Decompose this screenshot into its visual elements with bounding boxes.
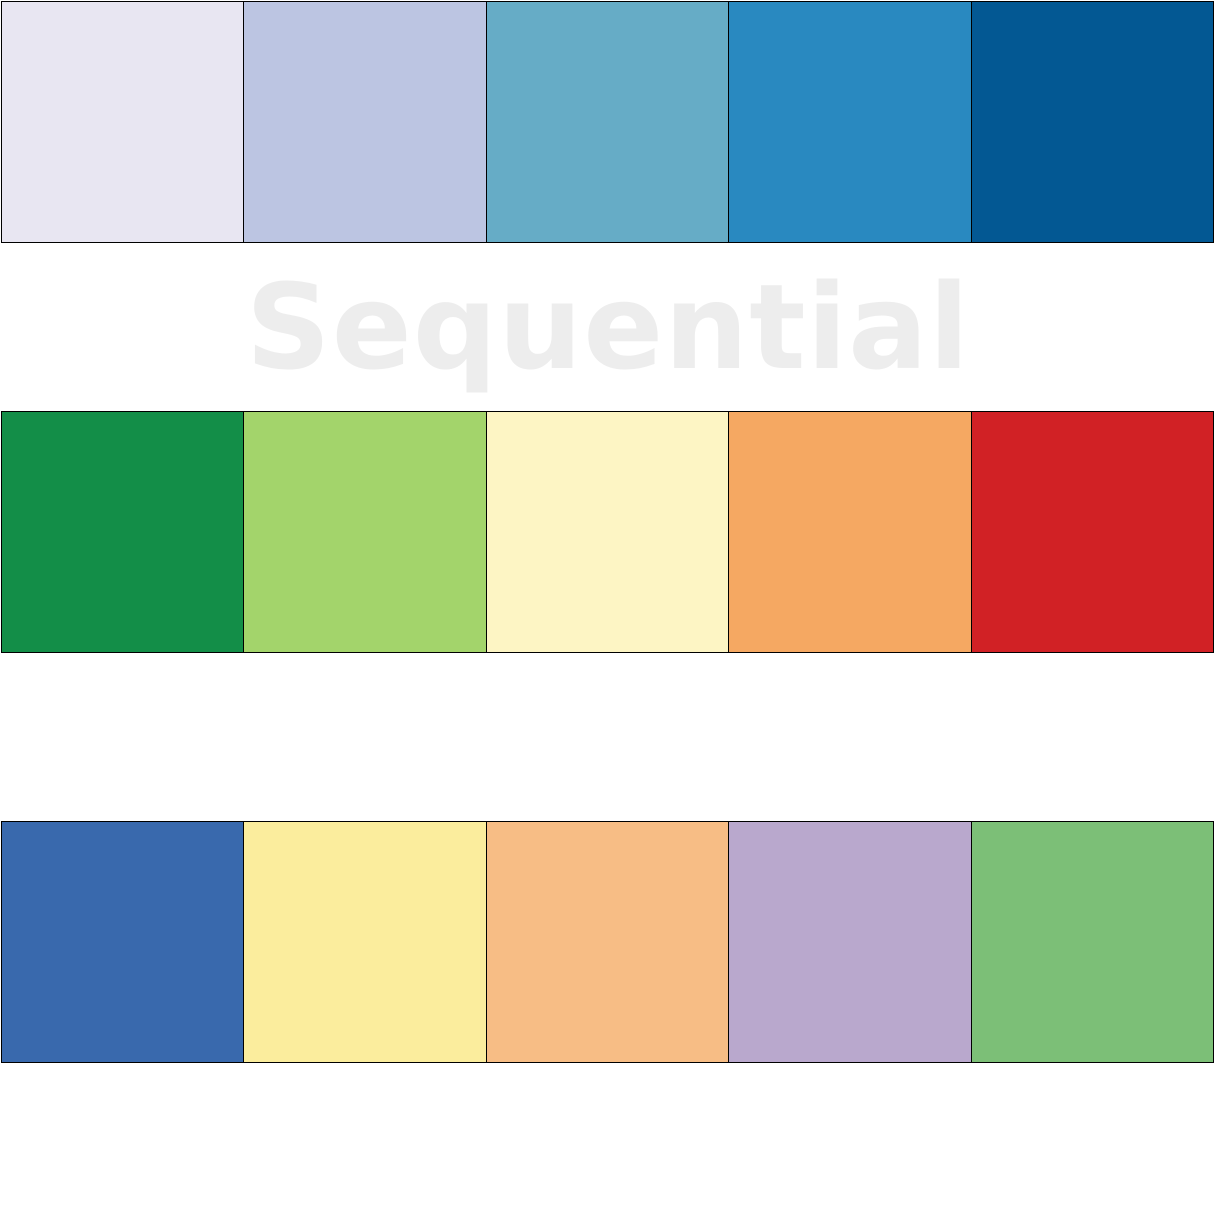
diverging-palette <box>1 411 1215 653</box>
color-swatch <box>244 412 487 652</box>
color-swatch <box>2 822 245 1062</box>
color-swatch <box>971 412 1215 652</box>
sequential-palette <box>1 1 1215 243</box>
color-swatch <box>486 2 730 242</box>
color-swatch <box>486 412 730 652</box>
palette-label-sequential: Sequential <box>245 258 971 396</box>
color-swatch <box>2 2 245 242</box>
color-swatch <box>971 2 1215 242</box>
color-swatch <box>729 412 972 652</box>
color-swatch <box>971 822 1215 1062</box>
color-swatch <box>2 412 245 652</box>
color-swatch <box>486 822 730 1062</box>
qualitative-palette <box>1 821 1215 1063</box>
color-swatch <box>244 2 487 242</box>
color-swatch <box>729 822 972 1062</box>
color-swatch <box>729 2 972 242</box>
color-swatch <box>244 822 487 1062</box>
